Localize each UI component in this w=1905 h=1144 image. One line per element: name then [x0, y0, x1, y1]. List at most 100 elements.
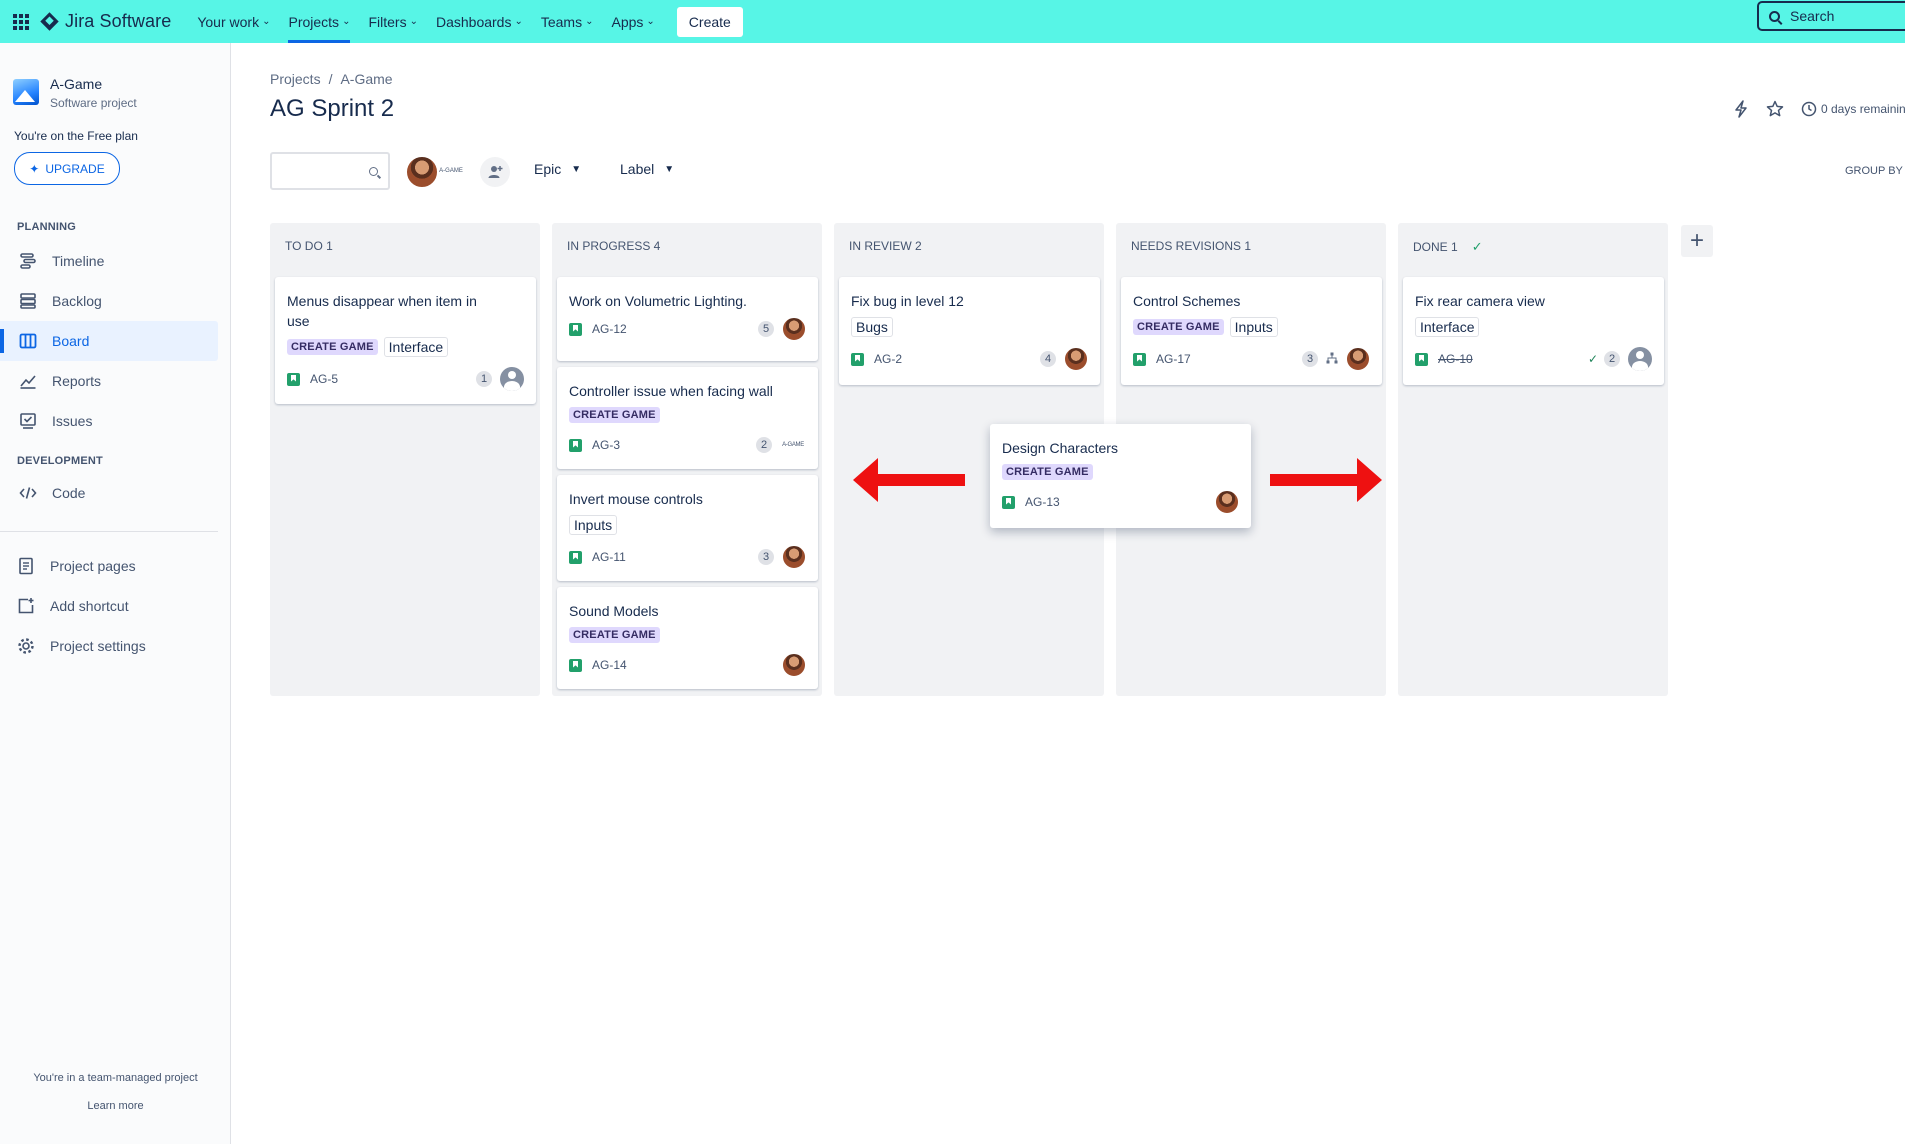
sidebar-item-board[interactable]: Board	[0, 321, 218, 361]
story-icon	[569, 438, 582, 452]
learn-more-link[interactable]: Learn more	[87, 1100, 144, 1112]
sidebar-divider	[0, 531, 218, 532]
add-people-button[interactable]	[480, 157, 510, 187]
nav-filters[interactable]: Filters ⌄	[368, 0, 418, 43]
issue-card-ag-3[interactable]: Controller issue when facing wall CREATE…	[557, 367, 818, 469]
card-title: Fix rear camera view	[1415, 293, 1545, 309]
sidebar-item-issues[interactable]: Issues	[0, 401, 218, 441]
sidebar-item-add-shortcut[interactable]: Add shortcut	[0, 586, 218, 626]
top-navigation: Jira Software Your work ⌄ Projects ⌄ Filte…	[0, 0, 1905, 43]
assignee-logo-filter[interactable]: A-GAME	[438, 163, 464, 179]
issue-key[interactable]: AG-14	[592, 658, 627, 672]
issue-key[interactable]: AG-12	[592, 322, 627, 336]
breadcrumb-project[interactable]: A-Game	[340, 71, 393, 87]
sidebar-item-reports[interactable]: Reports	[0, 361, 218, 401]
issue-key[interactable]: AG-13	[1025, 495, 1060, 509]
epic-tag[interactable]: CREATE GAME	[1002, 464, 1093, 480]
issue-card-ag-12[interactable]: Work on Volumetric Lighting. AG-12 5	[557, 277, 818, 361]
nav-dashboards[interactable]: Dashboards ⌄	[436, 0, 523, 43]
epic-tag[interactable]: CREATE GAME	[569, 627, 660, 643]
card-tags: Inputs	[569, 515, 806, 535]
card-tags: Bugs	[851, 317, 1088, 337]
logo-avatar-text: A-GAME	[439, 168, 463, 174]
chevron-down-icon: ▼	[664, 163, 675, 175]
star-icon[interactable]	[1765, 99, 1785, 119]
card-footer: AG-5 1	[287, 367, 524, 391]
plus-icon: +	[1689, 227, 1704, 254]
avatar[interactable]	[1346, 347, 1370, 371]
left-arrow-annotation	[853, 458, 965, 502]
column-title: IN PROGRESS 4	[567, 239, 661, 253]
group-by-label[interactable]: GROUP BY	[1845, 165, 1903, 177]
epic-tag[interactable]: CREATE GAME	[569, 407, 660, 423]
avatar[interactable]	[782, 545, 806, 569]
sparkle-icon: ✦	[29, 161, 40, 176]
check-icon: ✓	[1471, 239, 1483, 254]
jira-logo[interactable]: Jira Software	[40, 11, 172, 32]
sidebar-item-timeline[interactable]: Timeline	[0, 241, 218, 281]
project-avatar	[13, 79, 39, 105]
right-arrow-annotation	[1270, 458, 1382, 502]
avatar[interactable]	[1064, 347, 1088, 371]
product-name: Jira Software	[65, 11, 172, 31]
nav-apps[interactable]: Apps ⌄	[611, 0, 654, 43]
project-header[interactable]: A-Game Software project	[0, 43, 230, 110]
card-tags: CREATE GAME Interface	[287, 337, 524, 357]
epic-tag[interactable]: CREATE GAME	[287, 339, 378, 355]
plan-text: You're on the Free plan	[14, 129, 138, 143]
assignee-avatar-filter[interactable]	[406, 156, 438, 188]
sidebar-item-project-pages[interactable]: Project pages	[0, 546, 218, 586]
sidebar-item-code[interactable]: Code	[0, 473, 218, 513]
search-icon	[369, 167, 378, 176]
search-input[interactable]: Search	[1757, 1, 1905, 31]
column-title: IN REVIEW 2	[849, 239, 922, 253]
label-filter[interactable]: Label ▼	[620, 161, 674, 177]
sidebar-item-project-settings[interactable]: Project settings	[0, 626, 218, 666]
nav-projects[interactable]: Projects ⌄	[288, 0, 350, 43]
clock-icon	[1799, 99, 1819, 119]
issue-key[interactable]: AG-10	[1438, 352, 1473, 366]
issue-card-ag-2[interactable]: Fix bug in level 12 Bugs AG-2 4	[839, 277, 1100, 385]
label-tag: Bugs	[851, 317, 893, 337]
issue-card-ag-17[interactable]: Control Schemes CREATE GAME Inputs AG-17…	[1121, 277, 1382, 385]
avatar[interactable]	[1215, 490, 1239, 514]
nav-label: Filters	[368, 13, 407, 30]
issue-card-ag-14[interactable]: Sound Models CREATE GAME AG-14	[557, 587, 818, 689]
nav-label: Your work	[197, 13, 260, 30]
lightning-icon[interactable]	[1731, 99, 1751, 119]
issue-key[interactable]: AG-3	[592, 438, 621, 452]
nav-teams[interactable]: Teams ⌄	[541, 0, 594, 43]
avatar[interactable]	[782, 653, 806, 677]
issue-card-ag-5[interactable]: Menus disappear when item in use CREATE …	[275, 277, 536, 404]
add-column-button[interactable]: +	[1681, 225, 1713, 257]
upgrade-button[interactable]: ✦ UPGRADE	[14, 152, 120, 185]
breadcrumb-projects[interactable]: Projects	[270, 71, 321, 87]
unassigned-avatar-icon[interactable]	[1628, 347, 1652, 371]
column-title: DONE 1	[1413, 240, 1458, 254]
epic-tag[interactable]: CREATE GAME	[1133, 319, 1224, 335]
unassigned-avatar-icon[interactable]	[500, 367, 524, 391]
planning-heading: PLANNING	[17, 221, 77, 233]
issue-key[interactable]: AG-2	[874, 352, 903, 366]
breadcrumb-separator: /	[328, 71, 333, 87]
issue-card-ag-11[interactable]: Invert mouse controls Inputs AG-11 3	[557, 475, 818, 581]
avatar[interactable]	[782, 317, 806, 341]
create-button[interactable]: Create	[676, 6, 743, 37]
issue-card-ag-13-dragging[interactable]: Design Characters CREATE GAME AG-13	[990, 424, 1251, 528]
epic-filter[interactable]: Epic ▼	[534, 161, 581, 177]
sidebar-item-label: Issues	[52, 413, 93, 429]
board-search-input[interactable]	[270, 152, 390, 190]
card-footer: AG-10 ✓ 2	[1415, 347, 1652, 371]
nav-your-work[interactable]: Your work ⌄	[197, 0, 270, 43]
sidebar-item-backlog[interactable]: Backlog	[0, 281, 218, 321]
issue-card-ag-10[interactable]: Fix rear camera view Interface AG-10 ✓ 2	[1403, 277, 1664, 385]
nav-menu: Your work ⌄ Projects ⌄ Filters ⌄ Dashboards…	[197, 0, 672, 43]
issue-key[interactable]: AG-5	[310, 372, 339, 386]
logo-avatar[interactable]: A-GAME	[780, 438, 806, 452]
issue-key[interactable]: AG-17	[1156, 352, 1191, 366]
gear-icon	[16, 636, 36, 656]
issue-key[interactable]: AG-11	[592, 550, 626, 564]
app-switcher-icon[interactable]	[13, 13, 29, 30]
label-tag: Interface	[1415, 317, 1480, 337]
chevron-down-icon: ⌄	[514, 16, 523, 27]
